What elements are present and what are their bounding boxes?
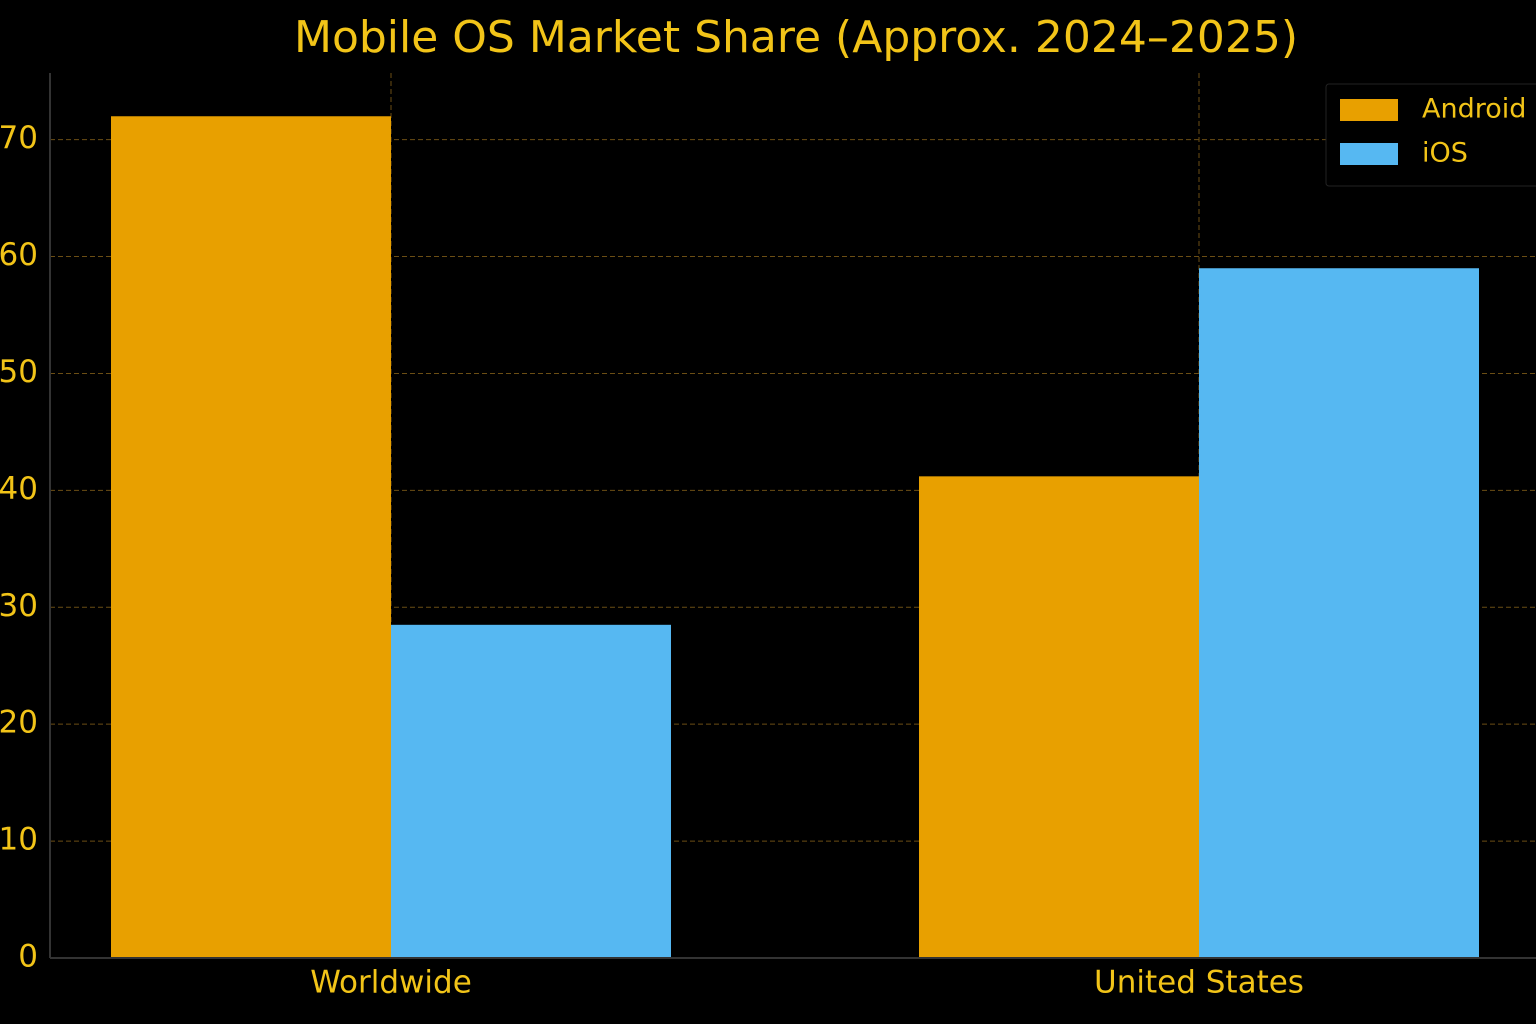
y-tick-label: 10 (0, 822, 38, 858)
y-tick-label: 0 (18, 939, 38, 975)
y-tick-label: 40 (0, 471, 38, 507)
legend-label: iOS (1422, 138, 1468, 169)
legend-swatch (1340, 99, 1398, 121)
y-tick-label: 70 (0, 120, 38, 156)
chart-title: Mobile OS Market Share (Approx. 2024–202… (294, 12, 1298, 63)
bar (1199, 268, 1479, 958)
y-tick-label: 50 (0, 354, 38, 390)
y-tick-label: 60 (0, 237, 38, 273)
bar (111, 116, 391, 958)
legend-label: Android (1422, 94, 1526, 125)
x-tick-label: United States (1094, 965, 1304, 1001)
bar (919, 476, 1199, 958)
bar (391, 624, 671, 958)
x-tick-label: Worldwide (310, 965, 472, 1001)
legend-swatch (1340, 143, 1398, 165)
y-tick-label: 20 (0, 705, 38, 741)
y-tick-label: 30 (0, 588, 38, 624)
